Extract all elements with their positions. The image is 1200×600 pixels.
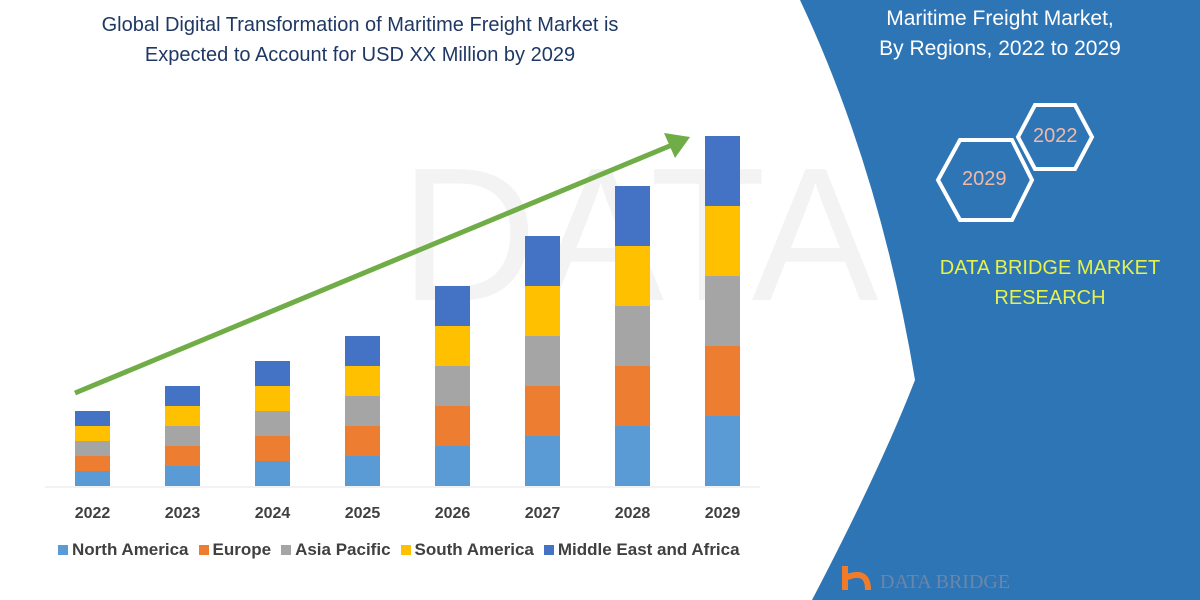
legend-item: North America (58, 540, 189, 560)
bar-2024-middle-east-and-africa (255, 361, 290, 386)
svg-text:DATA BRIDGE: DATA BRIDGE (880, 571, 1010, 593)
legend-item: Asia Pacific (281, 540, 391, 560)
bar-2023-asia-pacific (165, 426, 200, 446)
side-panel-title: Maritime Freight Market, By Regions, 202… (840, 4, 1160, 64)
bar-2023-south-america (165, 406, 200, 426)
bar-2029-asia-pacific (705, 276, 740, 346)
chart-title: Global Digital Transformation of Maritim… (40, 10, 680, 70)
bar-2029-middle-east-and-africa (705, 136, 740, 206)
hex-label-2029: 2029 (962, 168, 1007, 190)
bar-2026-asia-pacific (435, 366, 470, 406)
bar-2028-asia-pacific (615, 306, 650, 366)
bar-2026-south-america (435, 326, 470, 366)
title-line-2: Expected to Account for USD XX Million b… (144, 44, 576, 66)
stacked-bar-chart: 2022 2023 2024 2025 2026 2027 2028 2029 (45, 133, 760, 522)
hexagon-2029 (935, 138, 1035, 222)
legend-label: North America (72, 540, 189, 559)
bar-2027-europe (525, 386, 560, 436)
bar-2025-south-america (345, 366, 380, 396)
bar-2029-north-america (705, 416, 740, 486)
trend-arrow-line (74, 142, 673, 396)
bar-2024-south-america (255, 386, 290, 411)
bar-2025-asia-pacific (345, 396, 380, 426)
legend-label: Middle East and Africa (557, 540, 740, 559)
legend-swatch (198, 545, 209, 555)
legend-item: South America (400, 540, 534, 560)
side-title-line-2: By Regions, 2022 to 2029 (879, 37, 1121, 60)
bar-2025-europe (345, 426, 380, 456)
x-tick-label: 2026 (435, 505, 471, 522)
bar-2023-middle-east-and-africa (165, 386, 200, 406)
bar-2024-europe (255, 436, 290, 461)
legend: North America Europe Asia Pacific South Ame… (58, 540, 740, 560)
legend-swatch (543, 545, 554, 555)
legend-item: Middle East and Africa (543, 540, 740, 560)
bar-2028-south-america (615, 246, 650, 306)
bar-2027-south-america (525, 286, 560, 336)
bar-2028-middle-east-and-africa (615, 186, 650, 246)
bar-2024-north-america (255, 461, 290, 486)
bar-2026-north-america (435, 446, 470, 486)
hexagon-2022 (1015, 103, 1095, 171)
hex-label-2022: 2022 (1033, 125, 1078, 147)
x-tick-label: 2024 (255, 505, 291, 522)
x-tick-label: 2029 (705, 505, 741, 522)
side-title-line-1: Maritime Freight Market, (886, 7, 1114, 30)
legend-swatch (400, 545, 411, 555)
bar-2025-middle-east-and-africa (345, 336, 380, 366)
bar-2022-asia-pacific (75, 441, 110, 456)
legend-swatch (281, 545, 292, 555)
bar-2023-north-america (165, 466, 200, 486)
logo: DATA BRIDGE (842, 566, 1010, 593)
bar-2025-north-america (345, 456, 380, 486)
bar-2023-europe (165, 446, 200, 466)
bar-2029-europe (705, 346, 740, 416)
bar-2022-south-america (75, 426, 110, 441)
legend-item: Europe (198, 540, 272, 560)
side-panel-shape (800, 0, 1200, 600)
bar-2027-north-america (525, 436, 560, 486)
brand-line-2: RESEARCH (994, 287, 1106, 309)
brand-text: DATA BRIDGE MARKET RESEARCH (900, 253, 1200, 313)
bar-2026-europe (435, 406, 470, 446)
bar-2026-middle-east-and-africa (435, 286, 470, 326)
x-tick-label: 2025 (345, 505, 381, 522)
x-tick-label: 2027 (525, 505, 561, 522)
legend-label: South America (414, 540, 534, 559)
x-tick-label: 2028 (615, 505, 651, 522)
legend-label: Europe (212, 540, 272, 559)
title-line-1: Global Digital Transformation of Maritim… (101, 14, 619, 36)
legend-swatch (58, 545, 68, 555)
bar-2022-north-america (75, 471, 110, 486)
bar-2022-middle-east-and-africa (75, 411, 110, 426)
bar-2028-north-america (615, 426, 650, 486)
bar-2024-asia-pacific (255, 411, 290, 436)
bar-2027-asia-pacific (525, 336, 560, 386)
x-tick-label: 2022 (75, 505, 111, 522)
brand-line-1: DATA BRIDGE MARKET (939, 257, 1161, 279)
bar-2028-europe (615, 366, 650, 426)
trend-arrow-head (664, 133, 690, 158)
bar-2029-south-america (705, 206, 740, 276)
bar-2027-middle-east-and-africa (525, 236, 560, 286)
bar-2022-europe (75, 456, 110, 471)
legend-label: Asia Pacific (295, 540, 391, 559)
x-tick-label: 2023 (165, 505, 201, 522)
